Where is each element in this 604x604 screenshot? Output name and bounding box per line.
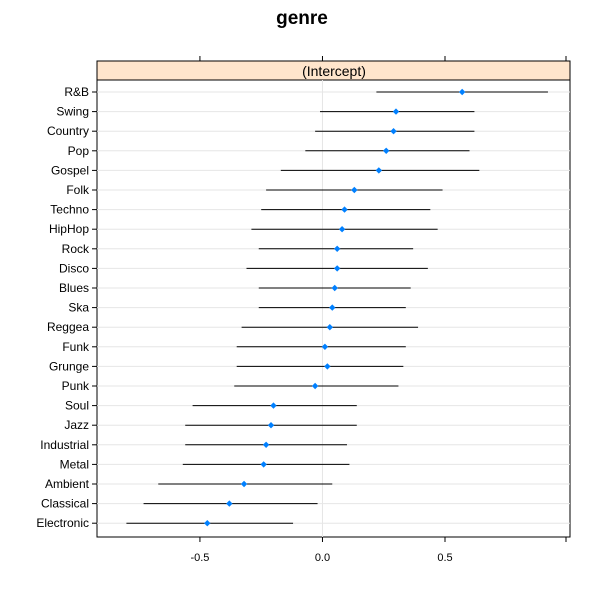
- category-label: Reggea: [47, 320, 89, 334]
- category-label: Ska: [68, 301, 89, 315]
- data-point: [458, 88, 466, 96]
- data-point: [329, 304, 336, 311]
- x-tick-label: -0.5: [190, 552, 209, 564]
- category-labels: R&B Swing Country Pop Gospel Folk Techno HipHop…: [36, 85, 90, 530]
- data-point: [240, 480, 248, 488]
- data-point: [333, 265, 341, 272]
- data-point: [331, 284, 338, 292]
- panel-frame: [96, 79, 571, 538]
- data-point: [338, 226, 346, 233]
- category-label: Soul: [65, 399, 89, 413]
- category-label: Electronic: [36, 516, 89, 530]
- category-label: Rock: [62, 242, 90, 256]
- chart-title: genre: [276, 8, 328, 29]
- data-point: [324, 363, 331, 370]
- category-label: Folk: [66, 183, 90, 197]
- data-point: [204, 520, 211, 527]
- category-label: Industrial: [40, 438, 89, 452]
- data-point: [341, 206, 348, 213]
- category-label: Techno: [50, 203, 89, 217]
- data-point: [333, 245, 341, 252]
- x-tick-label: 0.5: [437, 552, 452, 564]
- category-label: Blues: [59, 281, 89, 295]
- category-label: Ambient: [45, 477, 90, 491]
- category-label: Grunge: [49, 359, 89, 373]
- category-label: Gospel: [51, 163, 89, 177]
- category-label: Swing: [56, 105, 89, 119]
- data-point: [262, 441, 270, 448]
- data-point: [382, 147, 390, 154]
- data-point: [321, 343, 329, 350]
- data-point: [260, 461, 267, 468]
- data-point: [311, 382, 319, 390]
- x-tick-label: 0.0: [315, 552, 330, 564]
- data-point: [270, 402, 277, 409]
- data-point: [267, 422, 275, 429]
- category-label: Classical: [41, 497, 89, 511]
- strip-label: (Intercept): [302, 63, 366, 79]
- data-point: [392, 108, 400, 115]
- data-point: [375, 167, 383, 174]
- category-label: Funk: [62, 340, 90, 354]
- category-label: Disco: [59, 261, 89, 275]
- category-label: Punk: [62, 379, 90, 393]
- category-label: Pop: [68, 144, 90, 158]
- category-label: R&B: [64, 85, 89, 99]
- data-point: [326, 324, 334, 331]
- category-label: HipHop: [49, 222, 89, 236]
- data-point: [351, 186, 358, 194]
- category-label: Jazz: [64, 418, 89, 432]
- category-label: Country: [47, 124, 89, 138]
- point-layer: [204, 88, 466, 527]
- data-point: [226, 500, 233, 507]
- data-point: [390, 128, 397, 135]
- category-label: Metal: [60, 457, 89, 471]
- ticks-layer: -0.5 0.0 0.5: [92, 56, 567, 564]
